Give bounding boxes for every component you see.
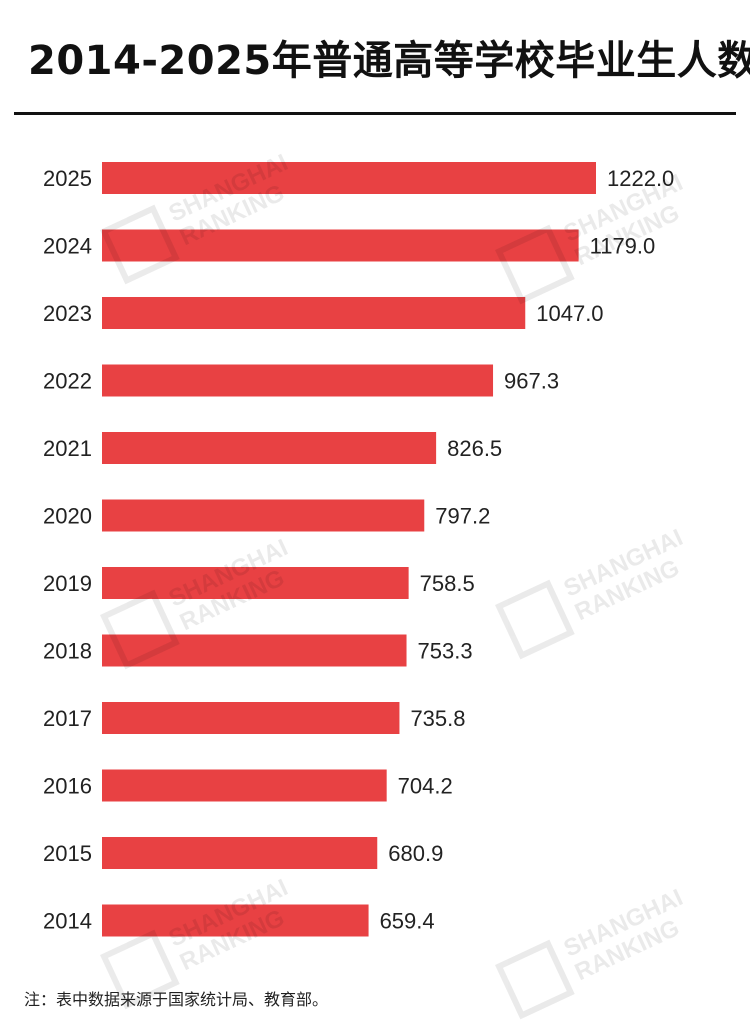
value-label: 967.3 — [504, 369, 559, 394]
value-label: 753.3 — [418, 639, 473, 664]
bar — [102, 567, 409, 599]
bar — [102, 432, 437, 464]
category-label: 2022 — [43, 369, 92, 394]
value-label: 1047.0 — [536, 301, 603, 326]
category-label: 2017 — [43, 706, 92, 731]
category-label: 2015 — [43, 841, 92, 866]
category-label: 2014 — [43, 909, 92, 934]
category-label: 2021 — [43, 436, 92, 461]
value-label: 704.2 — [398, 774, 453, 799]
value-label: 680.9 — [388, 841, 443, 866]
bar — [102, 297, 526, 329]
category-label: 2019 — [43, 571, 92, 596]
bar — [102, 634, 407, 667]
title-divider — [14, 112, 736, 115]
bar — [102, 837, 378, 869]
source-note: 注：表中数据来源于国家统计局、教育部。 — [24, 990, 329, 1009]
value-label: 797.2 — [435, 504, 490, 529]
bar — [102, 499, 425, 532]
value-label: 826.5 — [447, 436, 502, 461]
bar — [102, 769, 387, 802]
category-label: 2024 — [43, 234, 92, 259]
value-label: 1179.0 — [590, 234, 656, 259]
bar-chart: 2025 1222.0 2024 1179.0 2023 1047.0 2022 967.3 2… — [43, 162, 674, 937]
bar — [102, 162, 596, 194]
category-label: 2018 — [43, 639, 92, 664]
bar — [102, 702, 400, 734]
category-label: 2025 — [43, 166, 92, 191]
category-label: 2023 — [43, 301, 92, 326]
value-label: 659.4 — [380, 909, 435, 934]
value-label: 758.5 — [420, 571, 475, 596]
value-label: 1222.0 — [607, 166, 674, 191]
category-label: 2020 — [43, 504, 92, 529]
value-label: 735.8 — [410, 706, 465, 731]
bar — [102, 229, 579, 262]
bar — [102, 904, 369, 937]
bar — [102, 364, 494, 397]
chart-title: 2014-2025年普通高等学校毕业生人数 — [28, 38, 750, 84]
category-label: 2016 — [43, 774, 92, 799]
